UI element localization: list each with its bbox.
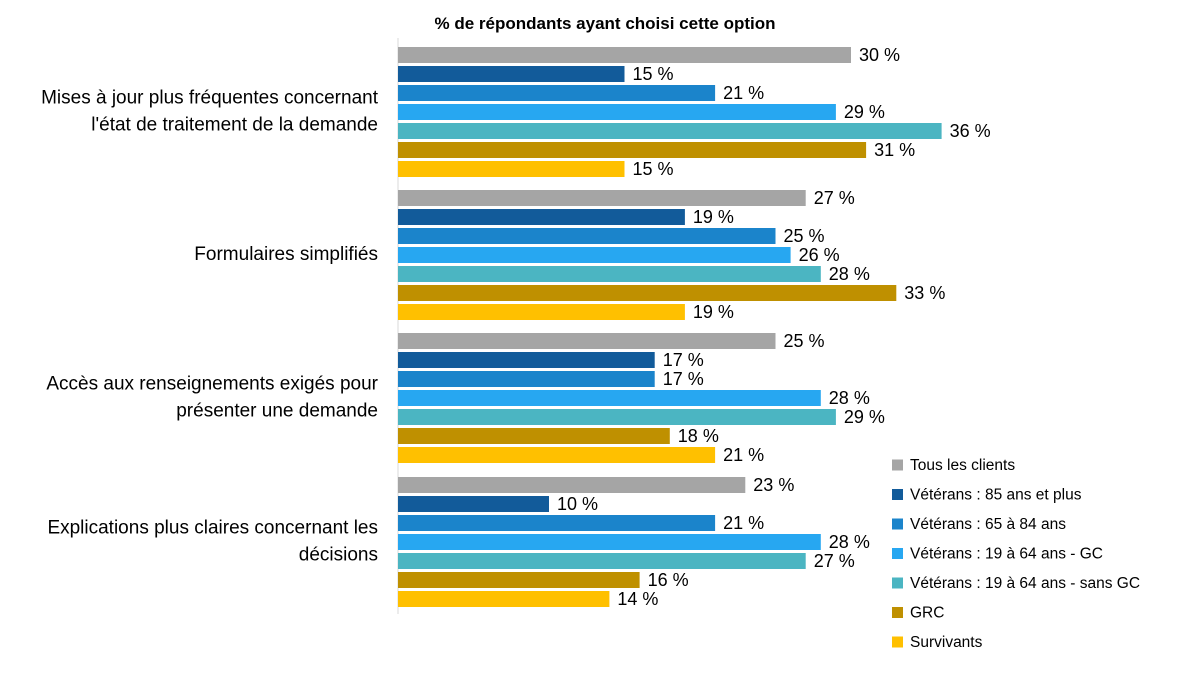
bar-1-series-4 bbox=[398, 104, 836, 120]
legend-label-7: Survivants bbox=[910, 634, 983, 651]
value-label-3-series-1: 25 % bbox=[784, 331, 825, 351]
value-label-3-series-4: 28 % bbox=[829, 388, 870, 408]
value-label-1-series-7: 15 % bbox=[633, 159, 674, 179]
category-labels: Mises à jour plus fréquentes concernant l… bbox=[41, 88, 379, 566]
value-label-2-series-5: 28 % bbox=[829, 264, 870, 284]
value-label-4-series-5: 27 % bbox=[814, 551, 855, 571]
value-label-1-series-1: 30 % bbox=[859, 45, 900, 65]
bar-4-series-6 bbox=[398, 572, 640, 588]
bars-group: 30 % 27 % 25 % 23 % 15 % 19 % 17 % 10 % 21 % 25 %… bbox=[398, 45, 991, 609]
bar-3-series-1 bbox=[398, 333, 776, 349]
bar-3-series-3 bbox=[398, 371, 655, 387]
bar-4-series-4 bbox=[398, 534, 821, 550]
bar-4-series-7 bbox=[398, 591, 610, 607]
value-label-2-series-1: 27 % bbox=[814, 188, 855, 208]
category-label-3-line-2: présenter une demande bbox=[176, 401, 378, 422]
legend-swatch-2 bbox=[892, 489, 903, 500]
category-label-3-line-1: Accès aux renseignements exigés pour bbox=[46, 374, 378, 395]
value-label-2-series-6: 33 % bbox=[904, 283, 945, 303]
legend-label-1: Tous les clients bbox=[910, 457, 1015, 474]
legend-swatch-4 bbox=[892, 548, 903, 559]
value-label-4-series-2: 10 % bbox=[557, 494, 598, 514]
legend: Tous les clients Vétérans : 85 ans et plu… bbox=[892, 457, 1140, 651]
value-label-3-series-6: 18 % bbox=[678, 426, 719, 446]
category-label-4-line-1: Explications plus claires concernant les bbox=[47, 518, 378, 539]
bar-2-series-3 bbox=[398, 228, 776, 244]
bar-1-series-1 bbox=[398, 47, 851, 63]
bar-3-series-4 bbox=[398, 390, 821, 406]
category-label-1-line-2: l'état de traitement de la demande bbox=[91, 115, 378, 136]
bar-3-series-5 bbox=[398, 409, 836, 425]
category-label-4-line-2: décisions bbox=[299, 545, 378, 566]
bar-4-series-1 bbox=[398, 477, 746, 493]
category-label-2-line-1: Formulaires simplifiés bbox=[194, 244, 378, 265]
bar-3-series-7 bbox=[398, 447, 716, 463]
value-label-1-series-4: 29 % bbox=[844, 102, 885, 122]
value-label-2-series-4: 26 % bbox=[799, 245, 840, 265]
bar-3-series-2 bbox=[398, 352, 655, 368]
bar-1-series-2 bbox=[398, 66, 625, 82]
bar-2-series-4 bbox=[398, 247, 791, 263]
legend-label-4: Vétérans : 19 à 64 ans - GC bbox=[910, 546, 1103, 563]
bar-2-series-5 bbox=[398, 266, 821, 282]
value-label-4-series-7: 14 % bbox=[617, 589, 658, 609]
bar-1-series-3 bbox=[398, 85, 716, 101]
value-label-2-series-2: 19 % bbox=[693, 207, 734, 227]
bar-4-series-2 bbox=[398, 496, 549, 512]
bar-1-series-6 bbox=[398, 142, 867, 158]
bar-1-series-5 bbox=[398, 123, 942, 139]
value-label-3-series-7: 21 % bbox=[723, 445, 764, 465]
value-label-2-series-7: 19 % bbox=[693, 302, 734, 322]
value-label-4-series-6: 16 % bbox=[648, 570, 689, 590]
bar-2-series-7 bbox=[398, 304, 685, 320]
legend-swatch-7 bbox=[892, 636, 903, 648]
bar-3-series-6 bbox=[398, 428, 670, 444]
legend-label-5: Vétérans : 19 à 64 ans - sans GC bbox=[910, 575, 1140, 592]
bar-4-series-5 bbox=[398, 553, 806, 569]
value-label-3-series-5: 29 % bbox=[844, 407, 885, 427]
legend-label-2: Vétérans : 85 ans et plus bbox=[910, 487, 1082, 504]
bar-2-series-2 bbox=[398, 209, 685, 225]
value-label-4-series-3: 21 % bbox=[723, 513, 764, 533]
bar-2-series-1 bbox=[398, 190, 806, 206]
value-label-1-series-3: 21 % bbox=[723, 83, 764, 103]
chart-title: % de répondants ayant choisi cette optio… bbox=[435, 14, 776, 33]
legend-swatch-1 bbox=[892, 459, 903, 471]
value-label-2-series-3: 25 % bbox=[784, 226, 825, 246]
value-label-4-series-1: 23 % bbox=[753, 475, 794, 495]
legend-label-6: GRC bbox=[910, 605, 944, 622]
legend-swatch-3 bbox=[892, 518, 903, 530]
value-label-1-series-5: 36 % bbox=[950, 121, 991, 141]
legend-label-3: Vétérans : 65 à 84 ans bbox=[910, 516, 1066, 533]
value-label-3-series-2: 17 % bbox=[663, 350, 704, 370]
value-label-4-series-4: 28 % bbox=[829, 532, 870, 552]
value-label-1-series-2: 15 % bbox=[633, 64, 674, 84]
bar-4-series-3 bbox=[398, 515, 716, 531]
legend-swatch-5 bbox=[892, 577, 903, 589]
value-label-1-series-6: 31 % bbox=[874, 140, 915, 160]
value-label-3-series-3: 17 % bbox=[663, 369, 704, 389]
legend-swatch-6 bbox=[892, 607, 903, 618]
bar-2-series-6 bbox=[398, 285, 897, 301]
bar-1-series-7 bbox=[398, 161, 625, 177]
category-label-1-line-1: Mises à jour plus fréquentes concernant bbox=[41, 88, 379, 109]
